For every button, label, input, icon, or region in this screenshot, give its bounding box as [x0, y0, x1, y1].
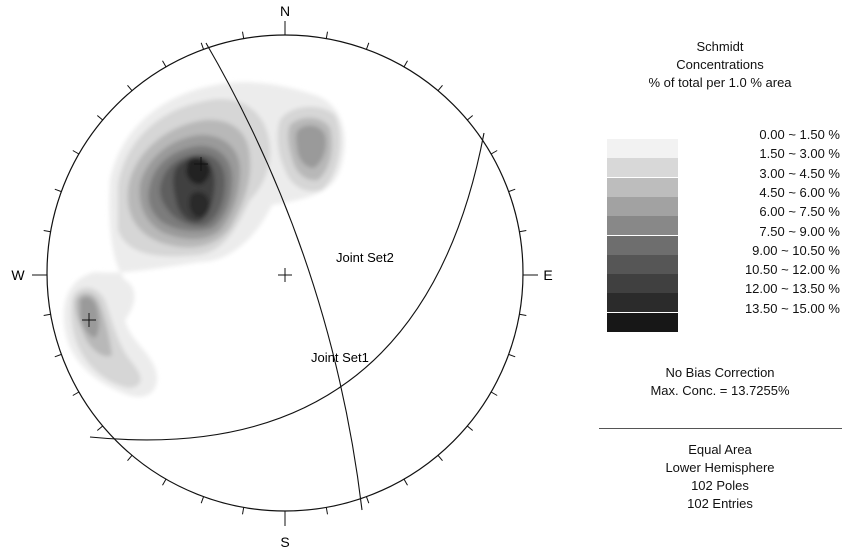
hemisphere: Lower Hemisphere [665, 460, 775, 475]
legend-swatch [607, 293, 678, 313]
azimuth-tick [403, 478, 408, 486]
azimuth-ticks [43, 31, 527, 515]
azimuth-tick [96, 425, 104, 431]
azimuth-tick [200, 496, 205, 504]
legend-subtitle: Concentrations [676, 57, 764, 72]
azimuth-tick [127, 454, 133, 462]
azimuth-tick [54, 188, 62, 193]
azimuth-tick [43, 313, 51, 316]
azimuth-tick [200, 42, 205, 50]
legend-swatch [607, 235, 678, 255]
projection-type: Equal Area [688, 442, 752, 457]
legend-range-label: 4.50 ~ 6.00 % [759, 184, 840, 200]
legend-swatch [607, 254, 678, 274]
legend-unit: % of total per 1.0 % area [648, 75, 792, 90]
azimuth-tick [490, 391, 498, 396]
azimuth-tick [519, 313, 527, 316]
legend-range-label: 0.00 ~ 1.50 % [759, 127, 840, 142]
azimuth-tick [437, 84, 443, 92]
compass-east-label: E [543, 267, 552, 283]
legend-title: Schmidt [696, 39, 744, 54]
legend-swatch [607, 274, 678, 294]
stereonet-plot: N S E W Joint Set2 Joint Set1 [11, 3, 552, 550]
azimuth-tick [127, 84, 133, 92]
azimuth-tick [508, 188, 516, 193]
azimuth-tick [72, 150, 80, 155]
azimuth-tick [325, 31, 328, 39]
legend-range-label: 7.50 ~ 9.00 % [759, 223, 840, 239]
contour-level-4b [296, 125, 326, 168]
compass-south-label: S [280, 534, 289, 550]
azimuth-tick [242, 507, 245, 515]
great-circle-joint-set1 [89, 132, 485, 441]
legend-divider [599, 428, 842, 429]
legend-range-label: 6.00 ~ 7.50 % [759, 204, 840, 220]
legend-range-label: 12.00 ~ 13.50 % [744, 281, 840, 297]
azimuth-tick [490, 150, 498, 155]
max-concentration: Max. Conc. = 13.7255% [650, 383, 790, 398]
pole-density-contours [63, 82, 345, 397]
pole-count: 102 Poles [691, 478, 749, 493]
azimuth-tick [54, 353, 62, 358]
azimuth-tick [403, 60, 408, 68]
legend-range-label: 10.50 ~ 12.00 % [744, 262, 840, 278]
azimuth-tick [96, 115, 104, 121]
legend-range-label: 3.00 ~ 4.50 % [759, 165, 840, 181]
azimuth-tick [519, 230, 527, 233]
pole-max-cross [82, 313, 96, 327]
azimuth-tick [43, 230, 51, 233]
azimuth-tick [466, 425, 474, 431]
pole-max-cross [194, 157, 208, 171]
legend-swatch [607, 196, 678, 216]
great-circle-joint-set2 [205, 42, 363, 511]
azimuth-tick [162, 60, 167, 68]
legend-swatch [607, 312, 678, 332]
azimuth-tick [466, 115, 474, 121]
contour-level-4c [80, 296, 100, 338]
azimuth-tick [162, 478, 167, 486]
legend-swatch [607, 158, 678, 178]
azimuth-tick [72, 391, 80, 396]
legend-swatch [607, 216, 678, 236]
legend-range-label: 1.50 ~ 3.00 % [759, 146, 840, 162]
azimuth-tick [437, 454, 443, 462]
azimuth-tick [508, 353, 516, 358]
plane-label-joint-set1: Joint Set1 [311, 350, 369, 365]
contour-level-8b [189, 191, 210, 218]
legend-swatch [607, 177, 678, 197]
legend-range-label: 13.50 ~ 15.00 % [744, 300, 840, 316]
compass-west-label: W [11, 267, 25, 283]
legend-swatch [607, 139, 678, 158]
center-cross [278, 268, 292, 282]
legend-range-label: 9.00 ~ 10.50 % [752, 242, 840, 258]
compass-north-label: N [280, 3, 290, 19]
azimuth-tick [365, 496, 370, 504]
bias-note: No Bias Correction [665, 365, 775, 380]
azimuth-tick [365, 42, 370, 50]
entry-count: 102 Entries [687, 496, 753, 511]
plane-label-joint-set2: Joint Set2 [336, 250, 394, 265]
azimuth-tick [242, 31, 245, 39]
azimuth-tick [325, 507, 328, 515]
